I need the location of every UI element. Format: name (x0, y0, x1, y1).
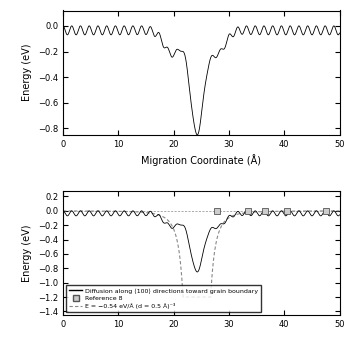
Legend: Diffusion along ⟨100⟩ directions toward grain boundary, Reference 8, E = −0.54 e: Diffusion along ⟨100⟩ directions toward … (66, 285, 261, 312)
Y-axis label: Energy (eV): Energy (eV) (22, 224, 32, 282)
Y-axis label: Energy (eV): Energy (eV) (22, 44, 32, 102)
X-axis label: Migration Coordinate (Å): Migration Coordinate (Å) (141, 154, 261, 166)
